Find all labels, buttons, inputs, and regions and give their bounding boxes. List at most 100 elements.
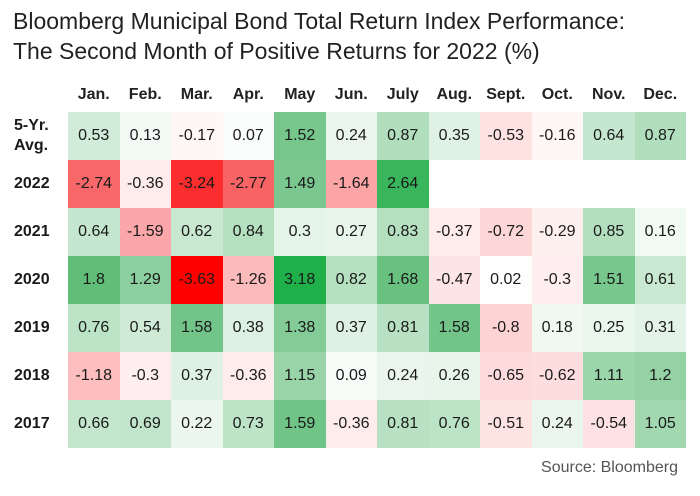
column-header-sept: Sept. [486,86,526,103]
heatmap-cell: -0.62 [531,352,583,400]
heatmap-cell: -0.65 [480,352,532,400]
column-header-july: July [386,86,419,103]
heatmap-cell: 1.51 [583,256,635,304]
heatmap-cell [635,160,687,208]
heatmap-cell: -0.72 [480,208,532,256]
row-label-line: 2020 [14,271,50,288]
heatmap-cell: 0.83 [377,208,429,256]
heatmap-cell: 0.81 [377,304,429,352]
corner-cell [8,78,68,112]
heatmap-cell: 1.11 [583,352,635,400]
heatmap-cell: 0.87 [377,112,429,160]
heatmap-cell: 0.62 [171,208,223,256]
table-row: 2020 1.8 1.29 -3.63 -1.26 3.18 0.82 1.68 -0.47 0.… [8,256,686,304]
heatmap-cell: 1.49 [274,160,326,208]
heatmap-cell: 0.66 [68,400,120,448]
heatmap-cell: 0.3 [274,208,326,256]
heatmap-cell: 0.69 [119,400,171,448]
heatmap-cell: -0.16 [531,112,583,160]
chart-title-line-1: Bloomberg Municipal Bond Total Return In… [13,8,625,34]
table-row: 2021 0.64 -1.59 0.62 0.84 0.3 0.27 0.83 -0.37 -0.… [8,208,686,256]
row-label: 2021 [8,208,68,256]
row-label-line: 2021 [14,223,50,240]
row-label-line: Avg. [14,137,49,154]
column-header-jun: Jun. [334,86,368,103]
table-row: 2019 0.76 0.54 1.58 0.38 1.38 0.37 0.81 1.58 -0.8… [8,304,686,352]
heatmap-cell: 0.35 [428,112,480,160]
row-label-line: 5-Yr. [14,117,49,134]
heatmap-cell: 1.29 [119,256,171,304]
heatmap-cell: -0.37 [428,208,480,256]
heatmap-cell: -0.36 [119,160,171,208]
heatmap-cell: -1.26 [222,256,274,304]
table-row: 2022 -2.74 -0.36 -3.24 -2.77 1.49 -1.64 2.64 [8,160,686,208]
heatmap-cell: 1.2 [634,352,686,400]
heatmap-cell [532,160,584,208]
heatmap-cell: -3.63 [171,256,223,304]
row-label-line: 2019 [14,319,50,336]
heatmap-cell: 0.24 [377,352,429,400]
heatmap-cell: 0.07 [222,112,274,160]
heatmap-cell: 0.85 [583,208,635,256]
heatmap-cell: -2.77 [222,160,274,208]
heatmap-cell: -3.24 [171,160,223,208]
heatmap-cell: 0.37 [171,352,223,400]
heatmap-cell: 0.37 [325,304,377,352]
heatmap-cell: -0.17 [171,112,223,160]
column-header-jan: Jan. [77,86,110,103]
heatmap-cell: 1.58 [171,304,223,352]
column-header-aug: Aug. [436,86,473,103]
heatmap-cell: 0.81 [377,400,429,448]
heatmap-cell: -0.8 [480,304,532,352]
heatmap-cell: 1.68 [377,256,429,304]
heatmap-cell: 0.38 [222,304,274,352]
heatmap-cell: -0.53 [480,112,532,160]
heatmap-cell: -0.3 [531,256,583,304]
heatmap-cell: 0.25 [583,304,635,352]
heatmap-cell: 0.22 [171,400,223,448]
heatmap-cell: 0.87 [634,112,686,160]
heatmap-cell: 0.73 [222,400,274,448]
table-row: 2018 -1.18 -0.3 0.37 -0.36 1.15 0.09 0.24 0.26 -0… [8,352,686,400]
heatmap-body: 5-Yr. Avg. 0.53 0.13 -0.17 0.07 1.52 0.24 0.87 0.… [8,112,686,448]
chart-title-line-2: The Second Month of Positive Returns for… [13,38,540,64]
heatmap-cell: 0.13 [119,112,171,160]
heatmap-cell: 0.18 [531,304,583,352]
column-header-apr: Apr. [232,86,264,103]
heatmap-cell: 0.54 [119,304,171,352]
column-header-mar: Mar. [180,86,213,103]
heatmap-cell [480,160,532,208]
heatmap-cell: 0.09 [325,352,377,400]
heatmap-cell: -0.29 [531,208,583,256]
heatmap-cell: 0.64 [68,208,120,256]
heatmap-cell: 0.16 [634,208,686,256]
source-note: Source: Bloomberg [541,459,678,476]
heatmap-cell: 1.15 [274,352,326,400]
row-label-line: 2022 [14,175,50,192]
heatmap-cell: -0.47 [428,256,480,304]
heatmap-cell: 0.82 [325,256,377,304]
heatmap-table: Jan. Feb. Mar. Apr. May Jun. July Aug. Sept. Oct.… [8,78,686,448]
heatmap-cell: 0.64 [583,112,635,160]
chart-title: Bloomberg Municipal Bond Total Return In… [13,6,625,66]
heatmap-cell: 1.05 [634,400,686,448]
table-row: 2017 0.66 0.69 0.22 0.73 1.59 -0.36 0.81 0.76 -0.… [8,400,686,448]
column-header-dec: Dec. [643,86,678,103]
heatmap-cell: 3.18 [274,256,326,304]
heatmap-cell: 0.76 [68,304,120,352]
row-label: 2020 [8,256,68,304]
row-label-line: 2017 [14,415,50,432]
heatmap-cell: -1.18 [68,352,120,400]
heatmap-cell: -2.74 [68,160,120,208]
heatmap-cell: 0.76 [428,400,480,448]
row-label: 2022 [8,160,68,208]
heatmap-cell: -0.54 [583,400,635,448]
header-row: Jan. Feb. Mar. Apr. May Jun. July Aug. Sept. Oct.… [8,78,686,112]
heatmap-cell: -0.36 [325,400,377,448]
heatmap-cell: 0.26 [428,352,480,400]
heatmap-cell: 0.27 [325,208,377,256]
heatmap-cell: 1.59 [274,400,326,448]
column-header-nov: Nov. [592,86,626,103]
heatmap-cell: 1.58 [428,304,480,352]
row-label-line: 2018 [14,367,50,384]
